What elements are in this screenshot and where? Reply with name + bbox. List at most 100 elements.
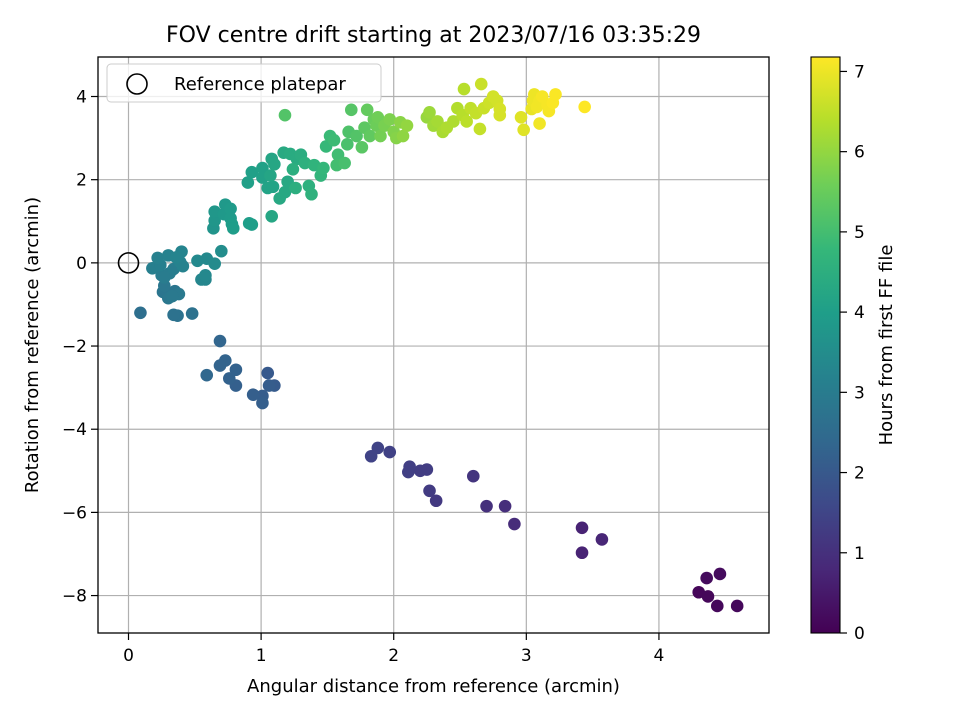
data-point — [402, 465, 415, 479]
data-point — [265, 209, 279, 223]
data-point — [423, 484, 436, 498]
x-tick-label: 2 — [388, 646, 399, 666]
data-point — [493, 102, 507, 116]
data-point — [134, 306, 147, 320]
x-axis-ticks: 0 1 2 3 4 — [123, 633, 664, 666]
data-point — [305, 187, 318, 201]
data-point — [246, 388, 260, 401]
data-point — [215, 244, 228, 258]
reference-marker — [117, 252, 140, 274]
data-point — [213, 334, 227, 348]
data-point — [185, 307, 199, 320]
data-point — [341, 138, 354, 151]
data-point — [383, 113, 397, 126]
data-point — [256, 396, 269, 410]
data-point — [473, 122, 487, 136]
data-point — [165, 289, 179, 303]
data-point — [713, 567, 727, 581]
data-point — [229, 363, 243, 377]
data-point — [457, 82, 471, 96]
data-point — [575, 521, 589, 535]
data-point — [169, 251, 183, 264]
data-point — [151, 251, 164, 265]
y-tick-label: −6 — [62, 503, 87, 523]
data-point — [327, 133, 341, 147]
data-point — [374, 129, 387, 143]
colorbar-tick-label: 1 — [854, 544, 865, 564]
x-tick-label: 0 — [123, 646, 134, 666]
colorbar-gradient — [811, 57, 840, 633]
colorbar-tick-label: 2 — [854, 464, 865, 484]
data-point — [498, 499, 512, 513]
grid-lines — [98, 57, 769, 633]
data-point — [549, 88, 562, 101]
data-point — [396, 129, 410, 143]
data-point — [429, 494, 443, 508]
y-tick-label: −8 — [62, 587, 87, 607]
data-point — [344, 103, 358, 117]
data-point — [383, 445, 397, 459]
colorbar-tick-label: 4 — [854, 303, 865, 323]
legend: Reference platepar — [106, 63, 382, 103]
data-point — [158, 271, 171, 284]
data-point — [700, 571, 713, 585]
data-point — [508, 517, 521, 531]
data-point — [355, 140, 369, 154]
data-point — [595, 533, 609, 546]
y-tick-label: 0 — [76, 254, 87, 274]
data-point — [514, 111, 528, 124]
data-point — [176, 259, 190, 273]
data-points — [134, 77, 744, 613]
data-point — [245, 165, 259, 179]
data-point — [245, 218, 259, 231]
data-point — [261, 366, 275, 380]
data-point — [266, 180, 280, 194]
data-point — [208, 214, 221, 227]
y-tick-label: 4 — [76, 88, 87, 108]
colorbar-label: Hours from first FF file — [876, 245, 897, 446]
data-point — [264, 169, 277, 182]
data-point — [710, 599, 724, 613]
data-point — [431, 115, 444, 128]
data-point — [213, 359, 227, 372]
data-point — [400, 119, 414, 132]
data-point — [730, 599, 744, 613]
colorbar: 0 1 2 3 4 5 6 7 Hours from first FF file — [810, 56, 897, 644]
y-tick-label: −4 — [62, 420, 87, 440]
data-point — [350, 129, 363, 143]
x-axis-label: Angular distance from reference (arcmin) — [247, 676, 620, 697]
data-point — [226, 222, 240, 235]
data-point — [474, 77, 488, 91]
data-point — [317, 161, 330, 175]
reference-platepar-circle-icon — [117, 252, 140, 274]
data-point — [286, 162, 300, 176]
y-axis-ticks: −8 −6 −4 −2 0 2 4 — [62, 88, 98, 607]
data-point — [480, 499, 493, 513]
data-point — [363, 129, 377, 143]
data-point — [423, 106, 436, 119]
colorbar-ticks: 0 1 2 3 4 5 6 7 — [840, 62, 865, 644]
data-point — [447, 115, 460, 128]
data-point — [262, 379, 276, 392]
y-tick-label: 2 — [76, 171, 87, 191]
legend-box — [106, 63, 382, 103]
colorbar-tick-label: 0 — [854, 624, 865, 644]
data-point — [224, 202, 237, 216]
colorbar-tick-label: 3 — [854, 383, 865, 403]
colorbar-frame — [810, 56, 841, 634]
data-point — [364, 449, 378, 463]
chart-title: FOV centre drift starting at 2023/07/16 … — [166, 23, 701, 48]
data-point — [701, 590, 715, 603]
data-point — [338, 156, 351, 170]
colorbar-tick-label: 6 — [854, 143, 865, 163]
legend-label: Reference platepar — [174, 74, 346, 95]
data-point — [360, 103, 374, 117]
legend-marker-circle-icon — [126, 73, 148, 95]
data-point — [533, 117, 546, 130]
y-axis-label: Rotation from reference (arcmin) — [22, 197, 43, 493]
data-point — [578, 100, 591, 114]
data-point — [466, 469, 480, 483]
data-point — [278, 108, 292, 122]
data-point — [517, 123, 530, 137]
